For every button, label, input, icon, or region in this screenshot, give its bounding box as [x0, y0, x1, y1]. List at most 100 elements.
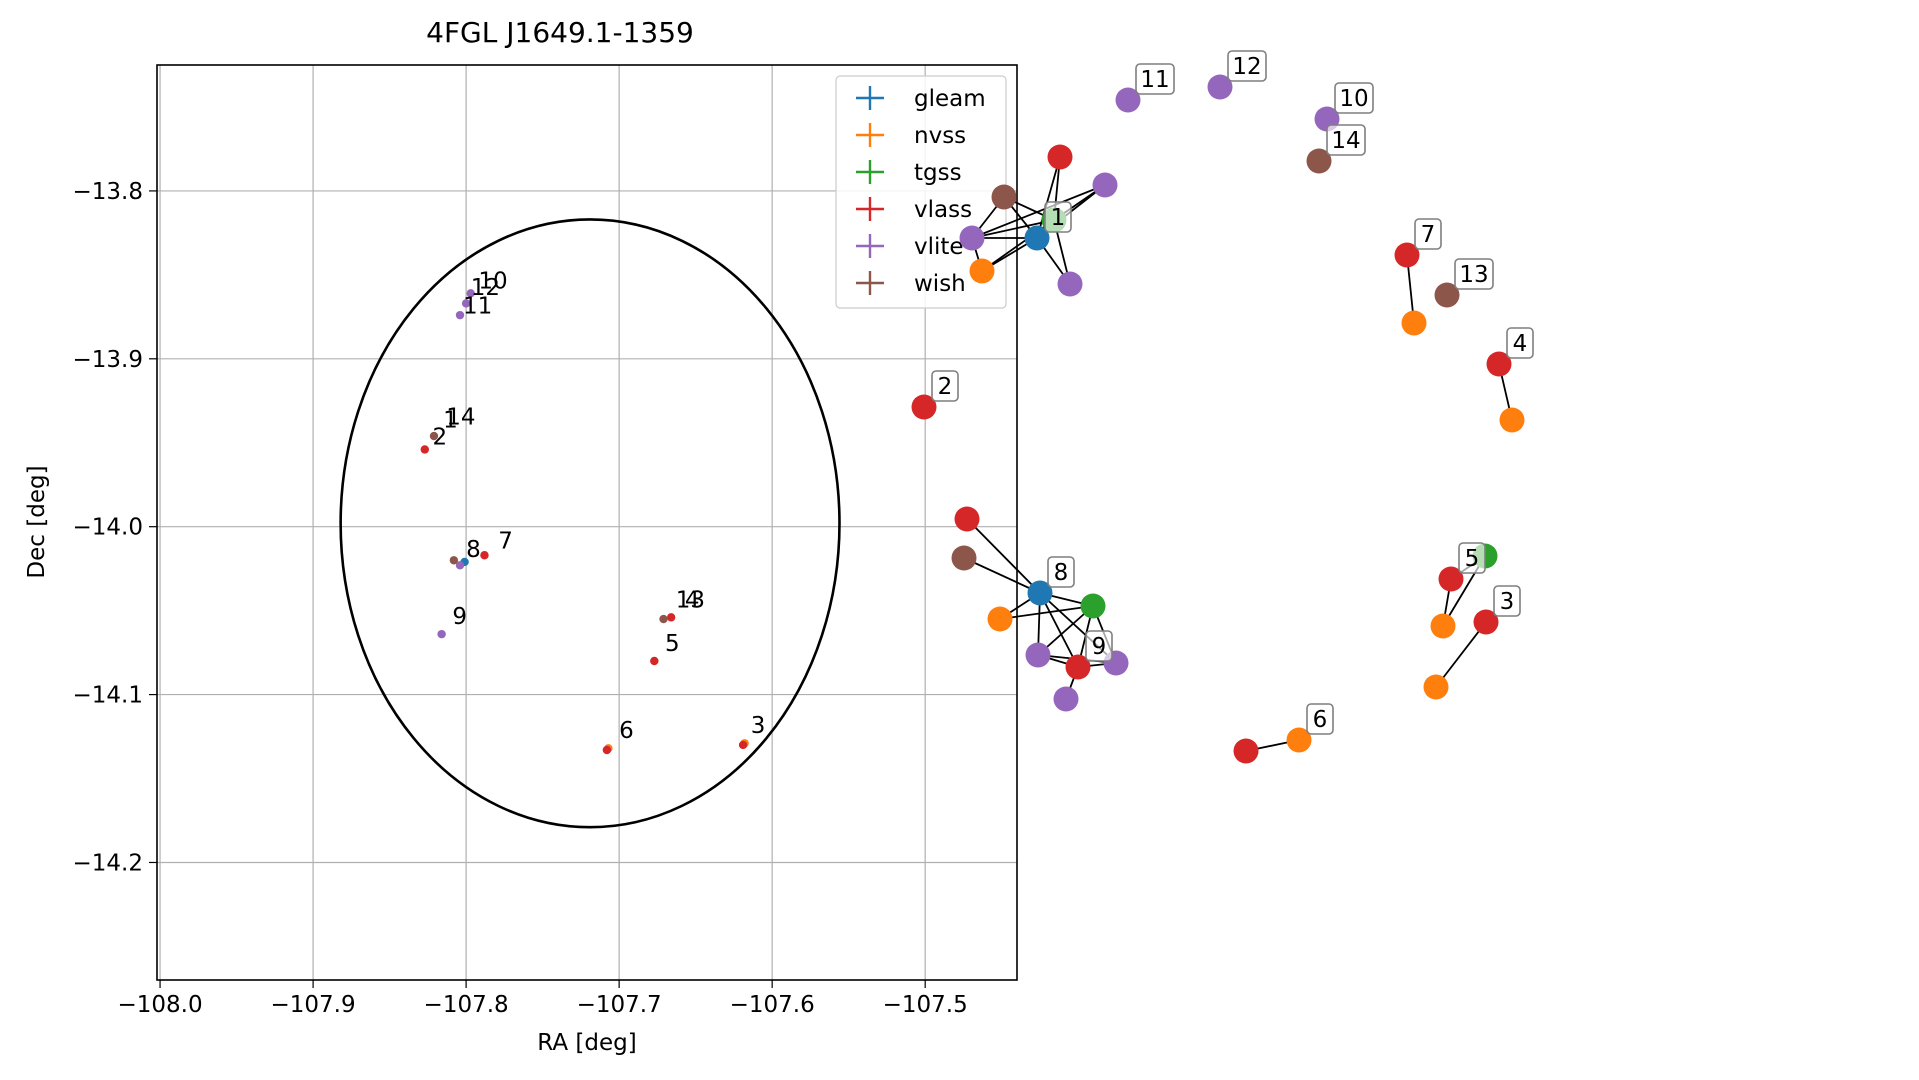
- node-label-box: [1047, 556, 1075, 588]
- node-label-box: [1493, 585, 1521, 617]
- y-tick-label: −14.1: [73, 683, 143, 709]
- network-node: [1394, 242, 1420, 268]
- y-axis-label: Dec [deg]: [24, 465, 50, 578]
- annotation-label: 7: [498, 529, 513, 555]
- legend-entry-tgss: tgss: [914, 160, 962, 186]
- error-ellipse-layer: [339, 218, 841, 829]
- node-label-box: [1135, 63, 1175, 95]
- point-wish: [449, 556, 459, 565]
- legend-entry-wish: wish: [914, 271, 966, 297]
- legend-entry-vlass: vlass: [914, 197, 972, 223]
- node-label-box: [1506, 327, 1534, 359]
- network-edge: [1036, 156, 1061, 239]
- network-node: [1423, 674, 1449, 700]
- node-label-text: 12: [1232, 54, 1261, 80]
- x-tick-label: −107.6: [730, 992, 815, 1018]
- node-label-box: [1085, 630, 1113, 662]
- node-label-text: 5: [1465, 546, 1480, 572]
- point-wish: [659, 614, 668, 624]
- point-vlite: [466, 289, 475, 298]
- annotation-label: 4: [685, 587, 700, 613]
- point-vlass: [602, 745, 612, 755]
- x-tick-label: −107.8: [424, 992, 509, 1018]
- annotation-label: 13: [676, 587, 705, 613]
- annotation-label: 14: [446, 404, 475, 430]
- y-tick-label: −13.9: [73, 347, 143, 373]
- annotation-label: 11: [463, 293, 492, 319]
- network-node: [1053, 686, 1079, 712]
- node-label-box: [1454, 258, 1494, 290]
- point-vlite: [461, 299, 471, 308]
- network-node: [951, 545, 977, 571]
- annotation-label: 5: [665, 631, 680, 657]
- network-edge: [1435, 621, 1487, 688]
- point-vlass: [666, 613, 676, 622]
- network-node: [1401, 310, 1427, 336]
- legend-entry-gleam: gleam: [914, 86, 986, 112]
- network-node: [1473, 609, 1499, 635]
- network-node: [1430, 613, 1456, 639]
- x-tick-label: −107.5: [883, 992, 968, 1018]
- scatter-points: [420, 289, 749, 755]
- node-label-text: 6: [1313, 707, 1328, 733]
- node-label-box: [1334, 82, 1374, 114]
- annotation-label: 9: [452, 604, 467, 630]
- node-label-text: 11: [1140, 67, 1169, 93]
- node-label-text: 3: [1500, 589, 1515, 615]
- point-vlass: [738, 740, 748, 750]
- network-node: [1306, 148, 1332, 174]
- network-edge: [999, 605, 1094, 620]
- node-label-box: [1326, 124, 1366, 156]
- network-node: [1286, 727, 1312, 753]
- x-axis-label: RA [deg]: [537, 1030, 636, 1056]
- annotation-label: 8: [466, 537, 481, 563]
- annotation-label: 10: [478, 268, 507, 294]
- network-node: [1047, 144, 1073, 170]
- annotation-label: 1: [443, 408, 458, 434]
- y-tick-label: −14.0: [73, 515, 143, 541]
- chart-title: 4FGL J1649.1-1359: [426, 16, 694, 49]
- error-ellipse: [339, 218, 841, 829]
- node-label-box: [931, 370, 959, 402]
- point-wish: [429, 431, 439, 441]
- network-edge: [963, 557, 1041, 594]
- node-label-text: 4: [1513, 331, 1528, 357]
- point-vlite: [455, 310, 465, 320]
- network-node: [1057, 271, 1083, 297]
- legend-entry-nvss: nvss: [914, 123, 966, 149]
- network-node: [987, 606, 1013, 632]
- node-label-box: [1414, 218, 1442, 250]
- network-node: [1438, 566, 1464, 592]
- node-label-text: 7: [1421, 222, 1436, 248]
- axis-ticks: −108.0 −107.9 −107.8 −107.7 −107.6 −107.5 −13.…: [73, 179, 968, 1018]
- network-node: [911, 394, 937, 420]
- network-node: [959, 225, 985, 251]
- legend-entry-vlite: vlite: [914, 234, 964, 260]
- x-tick-label: −107.7: [577, 992, 662, 1018]
- network-node: [954, 506, 980, 532]
- y-tick-label: −14.2: [73, 850, 143, 876]
- node-label-text: 9: [1092, 634, 1107, 660]
- node-label-box: [1458, 542, 1486, 574]
- network-edge: [966, 518, 1041, 594]
- network-node: [1065, 654, 1091, 680]
- network-node: [1233, 738, 1259, 764]
- network-node: [1207, 74, 1233, 100]
- node-label-box: [1044, 201, 1072, 233]
- node-label-text: 2: [938, 374, 953, 400]
- node-label-text: 1: [1051, 205, 1066, 231]
- network-edge: [1039, 592, 1079, 668]
- network-node: [1115, 87, 1141, 113]
- network-edge: [971, 219, 1055, 239]
- network-edge: [971, 184, 1106, 239]
- point-vlass: [480, 551, 489, 560]
- network-node: [1025, 642, 1051, 668]
- annotation-label: 6: [619, 718, 634, 744]
- node-label-text: 10: [1339, 86, 1368, 112]
- annotation-label: 3: [751, 713, 766, 739]
- point-vlass: [420, 445, 429, 454]
